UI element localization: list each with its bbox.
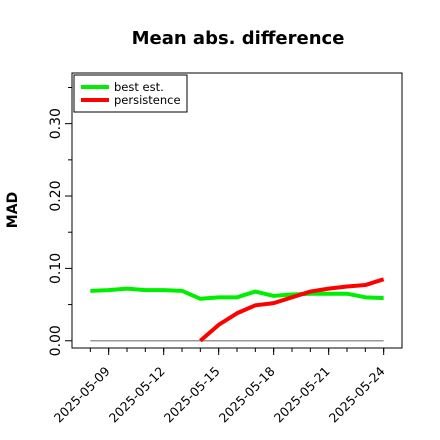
- x-tick-label: 2025-05-24: [326, 363, 388, 425]
- chart-title: Mean abs. difference: [132, 28, 345, 49]
- legend-label-best-est: best est.: [114, 80, 164, 94]
- y-axis: 0.00 0.10 0.20 0.30: [48, 86, 72, 356]
- x-tick-label: 2025-05-18: [216, 363, 278, 425]
- x-axis: 2025-05-092025-05-122025-05-152025-05-18…: [51, 348, 388, 425]
- series-line-best-est: [90, 286, 384, 301]
- x-tick-label: 2025-05-15: [161, 364, 223, 426]
- y-tick-label: 0.20: [48, 180, 64, 211]
- legend-label-persistence: persistence: [114, 93, 181, 107]
- legend: best est. persistence: [73, 74, 188, 113]
- x-tick-label: 2025-05-12: [106, 364, 168, 426]
- series-line-persistence: [199, 277, 385, 343]
- plot-area: [90, 277, 385, 343]
- x-tick-label: 2025-05-21: [271, 364, 333, 426]
- y-axis-label: MAD: [5, 192, 21, 228]
- y-tick-label: 0.30: [48, 108, 64, 139]
- y-tick-label: 0.10: [48, 253, 64, 284]
- plot-frame: [71, 72, 403, 349]
- y-tick-label: 0.00: [48, 325, 64, 356]
- x-tick-label: 2025-05-09: [51, 363, 113, 425]
- legend-box: [73, 74, 188, 113]
